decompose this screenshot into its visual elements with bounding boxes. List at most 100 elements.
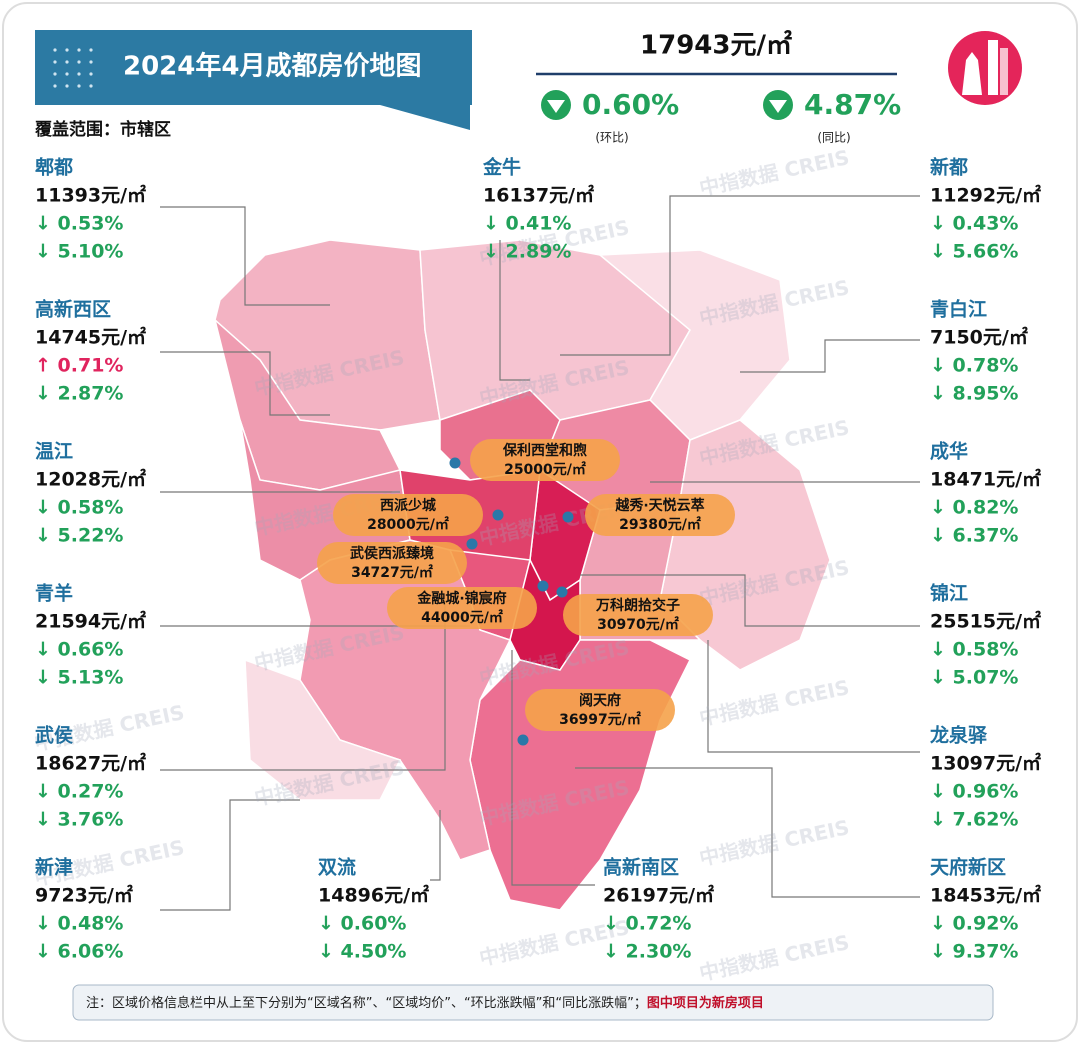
project-price: 34727元/㎡ bbox=[351, 564, 433, 581]
district-name: 青羊 bbox=[35, 582, 73, 605]
district-mom: ↓ 0.66% bbox=[35, 639, 123, 661]
project-dot bbox=[449, 457, 461, 469]
district-price: 25515元/㎡ bbox=[930, 610, 1041, 633]
project-pill bbox=[317, 542, 467, 584]
project-dot bbox=[562, 511, 574, 523]
project-price: 44000元/㎡ bbox=[421, 609, 503, 626]
district-price: 11292元/㎡ bbox=[930, 184, 1041, 207]
district-yoy: ↓ 5.22% bbox=[35, 525, 123, 547]
mom-icon bbox=[541, 90, 571, 120]
district-mom: ↓ 0.53% bbox=[35, 213, 123, 235]
note-highlight: 图中项目为新房项目 bbox=[647, 995, 764, 1011]
district-yoy: ↓ 5.07% bbox=[930, 667, 1018, 689]
district-name: 郫都 bbox=[35, 156, 73, 179]
district-name: 金牛 bbox=[482, 156, 521, 179]
district-mom: ↓ 0.58% bbox=[930, 639, 1018, 661]
district-name: 高新南区 bbox=[603, 856, 679, 879]
district-mom: ↓ 0.48% bbox=[35, 913, 123, 935]
project-dot bbox=[466, 538, 478, 550]
project-name: 越秀·天悦云萃 bbox=[614, 497, 704, 514]
yoy-icon bbox=[763, 90, 793, 120]
project-price: 28000元/㎡ bbox=[367, 516, 449, 533]
district-yoy: ↓ 6.37% bbox=[930, 525, 1018, 547]
project-price: 36997元/㎡ bbox=[559, 711, 641, 728]
district-mom: ↓ 0.92% bbox=[930, 913, 1018, 935]
district-mom: ↑ 0.71% bbox=[35, 355, 123, 377]
logo bbox=[948, 31, 1022, 105]
district-price: 16137元/㎡ bbox=[483, 184, 594, 207]
district-mom: ↓ 0.27% bbox=[35, 781, 123, 803]
district-mom: ↓ 0.60% bbox=[318, 913, 406, 935]
project-pill bbox=[333, 494, 483, 536]
district-name: 锦江 bbox=[930, 582, 968, 605]
district-price: 14896元/㎡ bbox=[318, 884, 429, 907]
district-yoy: ↓ 2.87% bbox=[35, 383, 123, 405]
district-price: 9723元/㎡ bbox=[35, 884, 133, 907]
project-name: 保利西堂和煦 bbox=[502, 442, 587, 459]
district-name: 新津 bbox=[35, 856, 73, 879]
note: 注：区域价格信息栏中从上至下分别为“区域名称”、“区域均价”、“环比涨跌幅”和“… bbox=[72, 984, 994, 1021]
scope: 覆盖范围：市辖区 bbox=[35, 119, 171, 140]
title-banner: 2024年4月成都房价地图 bbox=[35, 30, 472, 130]
district-price: 21594元/㎡ bbox=[35, 610, 146, 633]
project-name: 金融城·锦宸府 bbox=[416, 590, 506, 607]
district-yoy: ↓ 5.13% bbox=[35, 667, 123, 689]
district-mom: ↓ 0.78% bbox=[930, 355, 1018, 377]
district-mom: ↓ 0.43% bbox=[930, 213, 1018, 235]
district-yoy: ↓ 7.62% bbox=[930, 809, 1018, 831]
project-name: 西派少城 bbox=[380, 497, 436, 514]
project-pill bbox=[387, 587, 537, 629]
project-price: 29380元/㎡ bbox=[619, 516, 701, 533]
district-price: 18627元/㎡ bbox=[35, 752, 146, 775]
district-name: 青白江 bbox=[930, 298, 987, 321]
district-price: 7150元/㎡ bbox=[930, 326, 1028, 349]
district-name: 双流 bbox=[318, 856, 356, 879]
district-price: 12028元/㎡ bbox=[35, 468, 146, 491]
mom-label: (环比) bbox=[595, 131, 628, 145]
district-yoy: ↓ 3.76% bbox=[35, 809, 123, 831]
district-yoy: ↓ 9.37% bbox=[930, 941, 1018, 963]
district-yoy: ↓ 8.95% bbox=[930, 383, 1018, 405]
district-name: 天府新区 bbox=[930, 856, 1006, 879]
title: 2024年4月成都房价地图 bbox=[123, 51, 421, 82]
project-price: 25000元/㎡ bbox=[504, 461, 586, 478]
project-pill bbox=[585, 494, 735, 536]
district-price: 26197元/㎡ bbox=[603, 884, 714, 907]
district-name: 新都 bbox=[930, 156, 968, 179]
mom-change: 0.60% bbox=[582, 88, 679, 121]
project-price: 30970元/㎡ bbox=[597, 616, 679, 633]
yoy-label: (同比) bbox=[817, 131, 850, 145]
project-pill bbox=[563, 594, 713, 636]
project-name: 武侯西派臻境 bbox=[350, 545, 434, 562]
districts: 郫都 11393元/㎡ ↓ 0.53% ↓ 5.10% 高新西区 14745元/㎡ ↑ 0.… bbox=[35, 156, 1041, 963]
project-pill bbox=[470, 439, 620, 481]
project-pill bbox=[525, 689, 675, 731]
district-yoy: ↓ 2.89% bbox=[483, 241, 571, 263]
yoy-change: 4.87% bbox=[804, 88, 901, 121]
project-name: 阅天府 bbox=[579, 692, 621, 709]
district-yoy: ↓ 6.06% bbox=[35, 941, 123, 963]
district-name: 武侯 bbox=[35, 724, 73, 747]
district-yoy: ↓ 2.30% bbox=[603, 941, 691, 963]
project-dot bbox=[517, 734, 529, 746]
district-yoy: ↓ 5.66% bbox=[930, 241, 1018, 263]
project-dot bbox=[492, 509, 504, 521]
district-name: 高新西区 bbox=[35, 298, 111, 321]
district-mom: ↓ 0.82% bbox=[930, 497, 1018, 519]
district-name: 温江 bbox=[35, 441, 73, 463]
district-price: 13097元/㎡ bbox=[930, 752, 1041, 775]
note-main: 注：区域价格信息栏中从上至下分别为“区域名称”、“区域均价”、“环比涨跌幅”和“… bbox=[86, 995, 647, 1011]
district-yoy: ↓ 5.10% bbox=[35, 241, 123, 263]
district-name: 龙泉驿 bbox=[930, 724, 988, 747]
district-price: 18471元/㎡ bbox=[930, 468, 1041, 491]
district-mom: ↓ 0.96% bbox=[930, 781, 1018, 803]
district-price: 11393元/㎡ bbox=[35, 184, 146, 207]
project-dot bbox=[556, 586, 568, 598]
note-text: 注：区域价格信息栏中从上至下分别为“区域名称”、“区域均价”、“环比涨跌幅”和“… bbox=[86, 995, 764, 1011]
district-yoy: ↓ 4.50% bbox=[318, 941, 406, 963]
project-name: 万科朗拾交子 bbox=[595, 597, 680, 614]
district-price: 18453元/㎡ bbox=[930, 884, 1041, 907]
district-mom: ↓ 0.58% bbox=[35, 497, 123, 519]
